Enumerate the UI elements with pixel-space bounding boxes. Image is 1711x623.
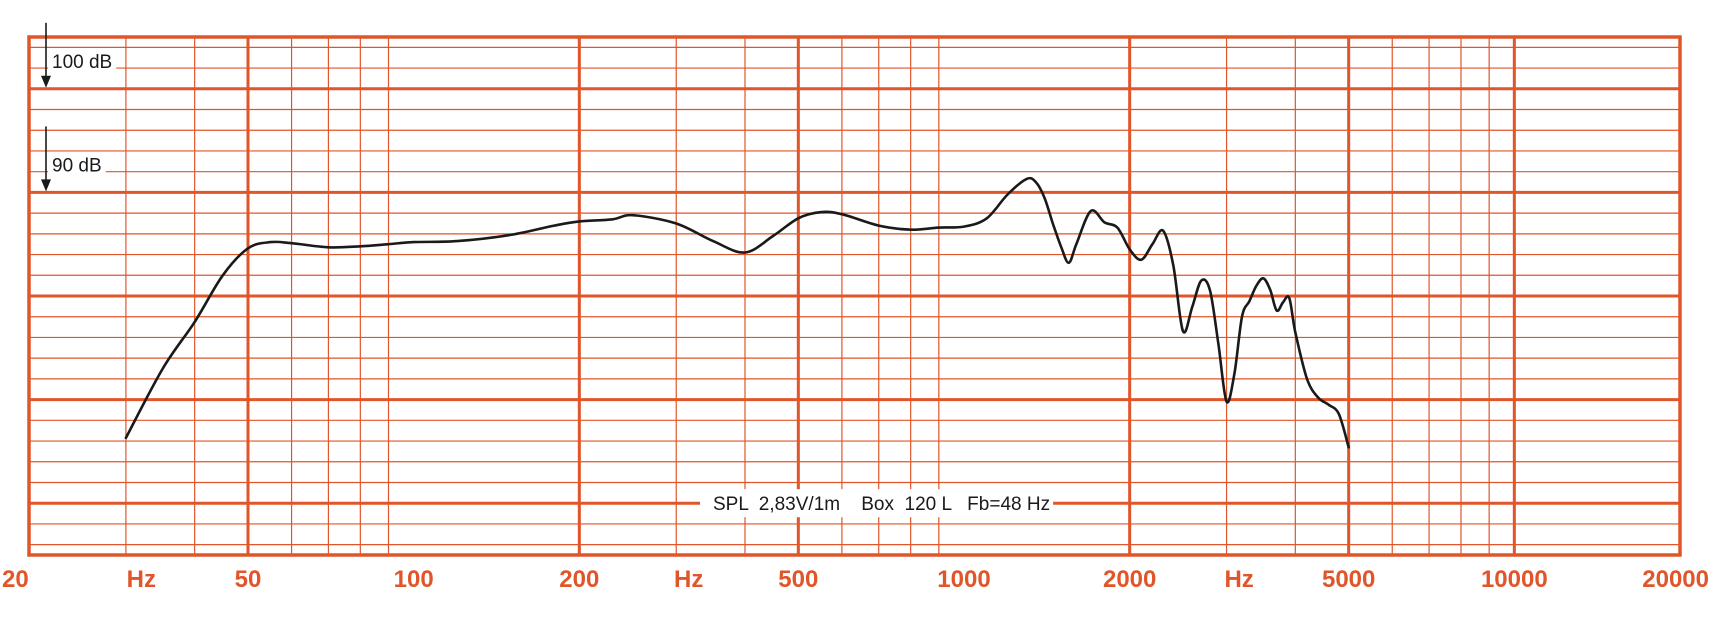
x-tick-label: Hz [674,566,703,593]
x-tick-label: 1000 [937,566,990,593]
reference-arrow-head [41,179,51,192]
chart-grid [27,35,1682,557]
response-curve [124,176,1350,449]
reference-label: 100 dB [52,52,112,73]
x-tick-label: 200 [559,566,599,593]
x-tick-label: 20000 [1642,566,1709,593]
plot-frame [27,35,1682,557]
x-tick-label: 5000 [1322,566,1375,593]
x-tick-label: 10000 [1481,566,1548,593]
reference-mark: 90 dB [41,126,106,192]
reference-mark: 100 dB [41,22,117,88]
x-tick-label: 20 [2,566,29,593]
reference-arrow-head [41,75,51,88]
reference-label-bg [48,48,117,73]
x-tick-label: Hz [127,566,156,593]
annotation-bg [700,489,1054,518]
x-tick-label: 100 [394,566,434,593]
x-tick-label: 500 [778,566,818,593]
reference-marks: 100 dB 90 dB [41,22,117,192]
x-tick-labels: 20 Hz 50 100 200 Hz 500 1000 2000 Hz 5000 10000 2000… [2,566,1709,593]
annotation-group: SPL 2,83V/1m Box 120 L Fb=48 Hz [700,489,1054,518]
annotation-text: SPL 2,83V/1m Box 120 L Fb=48 Hz [713,494,1050,515]
series-group [124,176,1350,449]
x-tick-label: 50 [235,566,262,593]
x-tick-label: 2000 [1103,566,1156,593]
x-tick-label: Hz [1224,566,1253,593]
reference-label: 90 dB [52,155,102,176]
reference-label-bg [48,152,106,177]
